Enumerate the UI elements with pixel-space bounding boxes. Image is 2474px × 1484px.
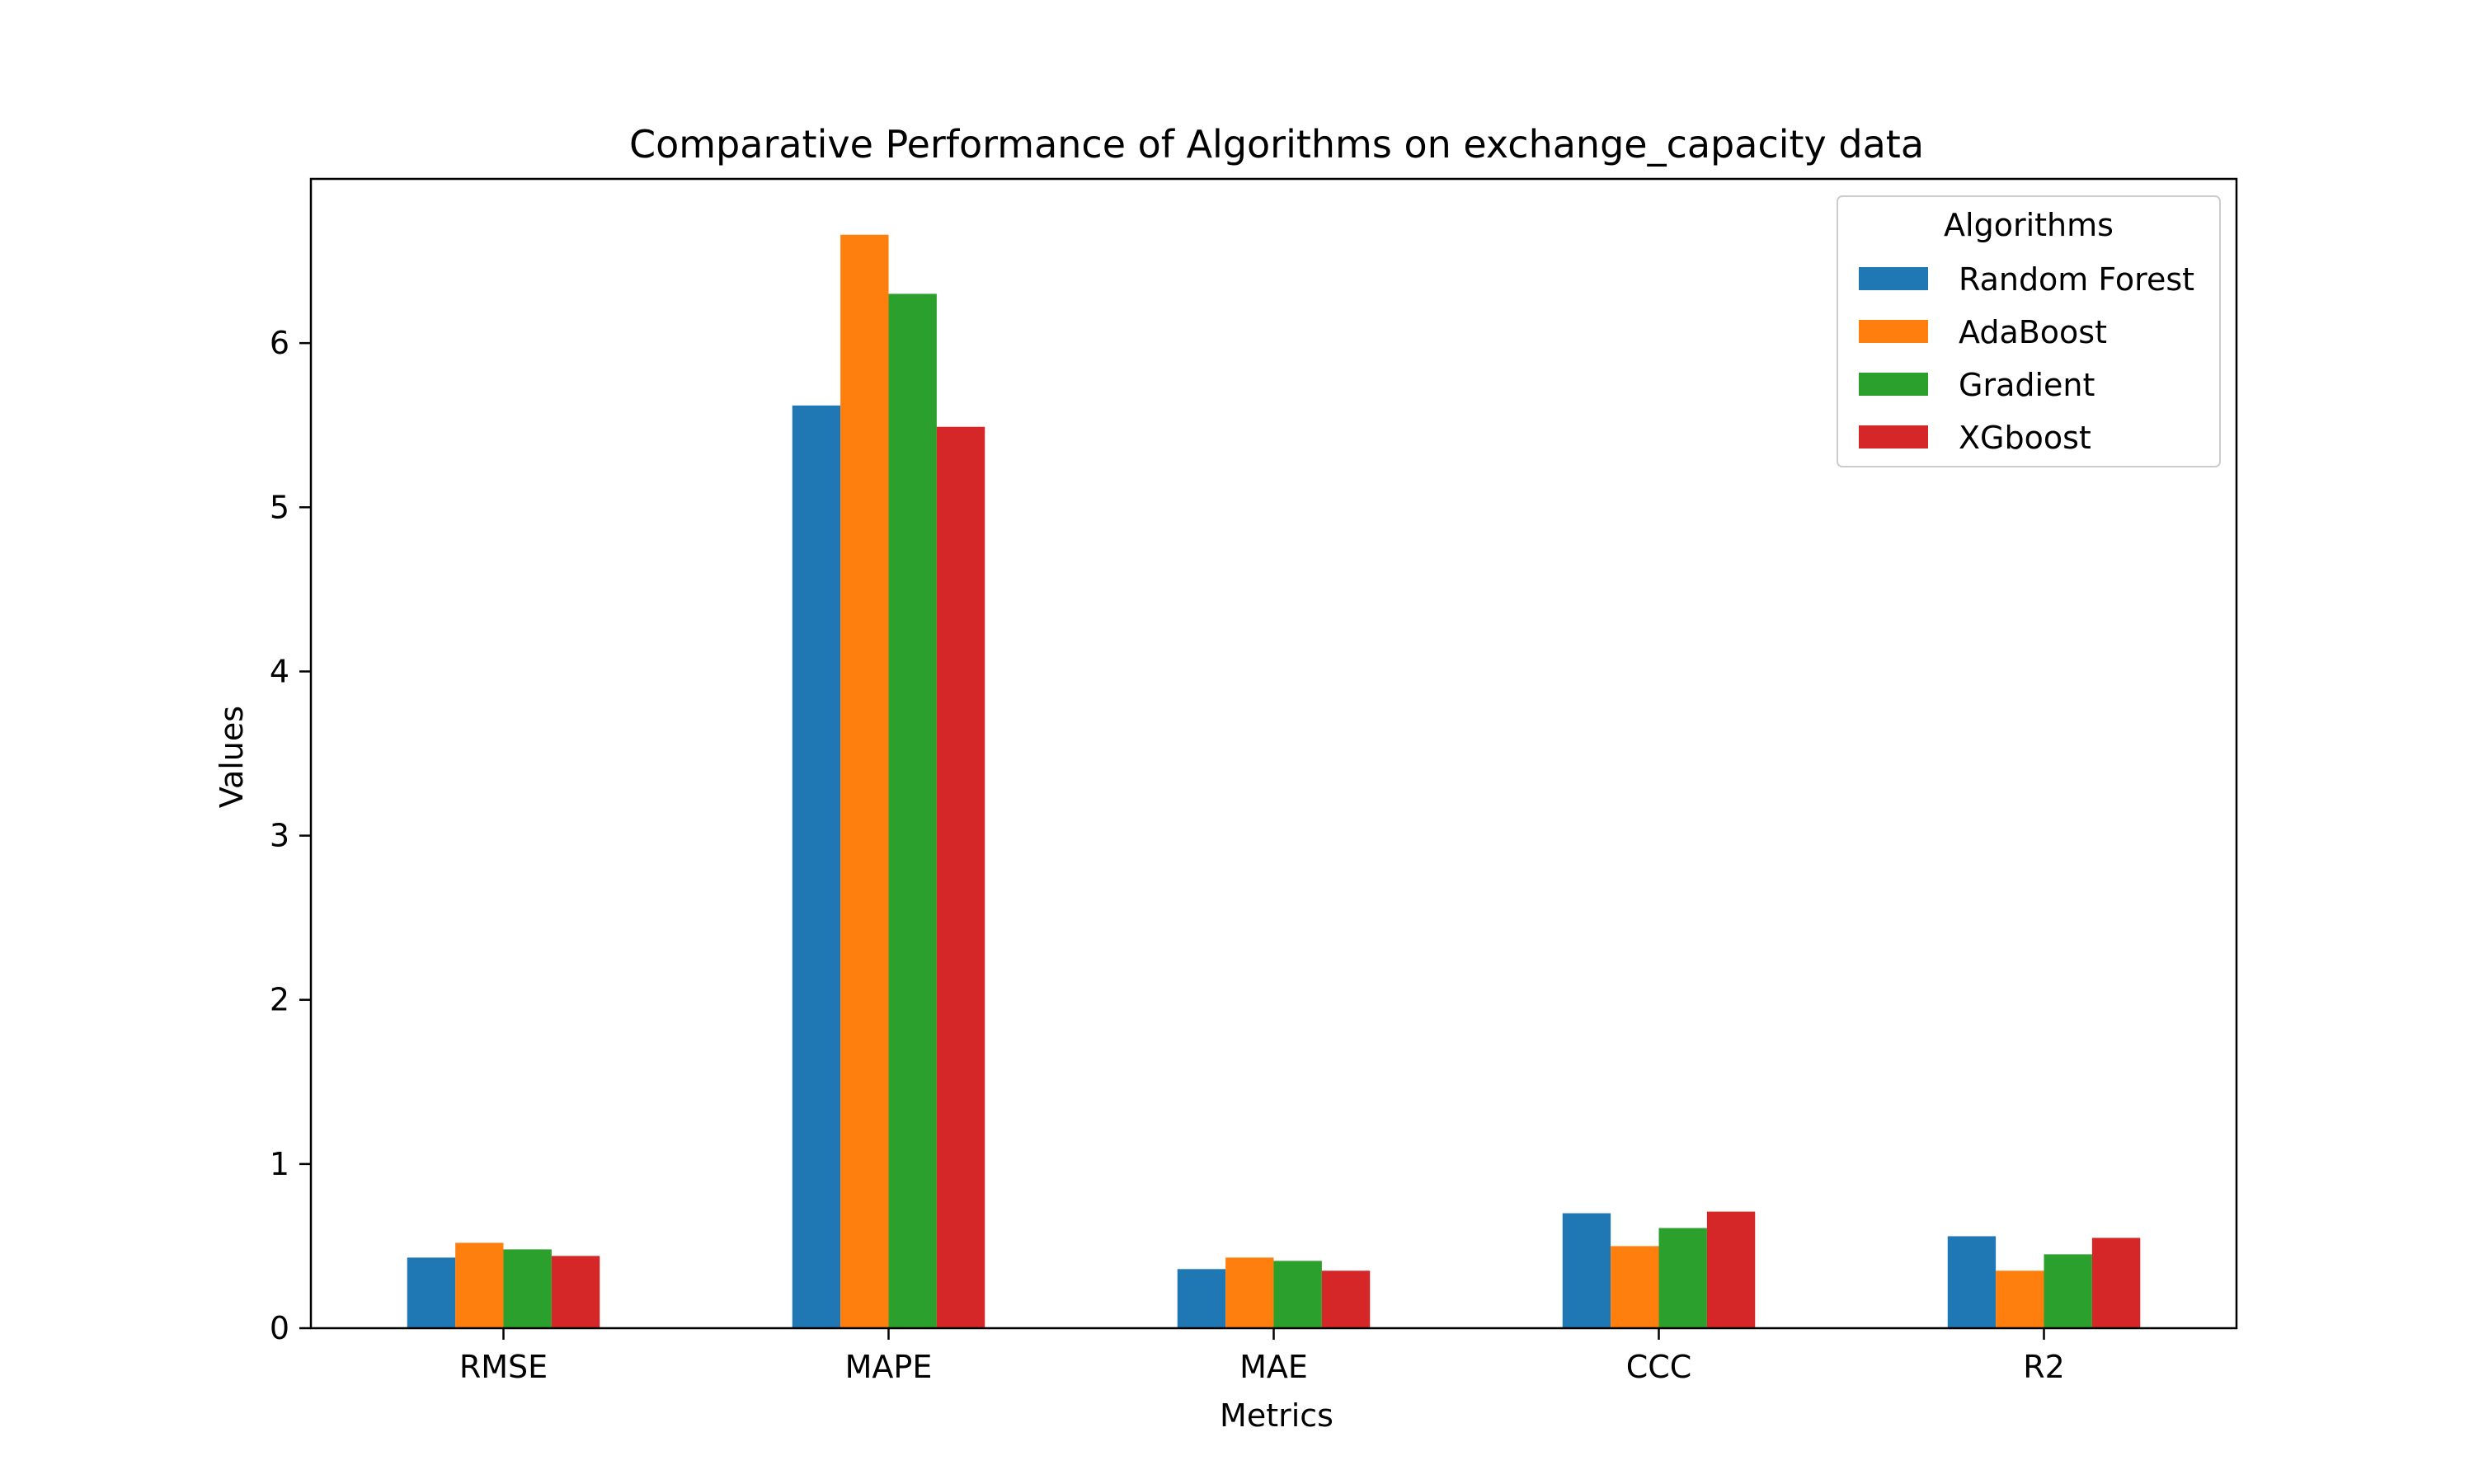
x-tick-label: R2 [2023,1349,2065,1385]
bar-xgboost-mape [936,426,985,1328]
x-tick-label: RMSE [459,1349,548,1385]
bar-adaboost-rmse [455,1242,504,1328]
y-tick-label: 6 [270,325,289,361]
y-axis: 0 1 2 3 4 5 6 [270,325,311,1346]
bar-gradient-ccc [1658,1228,1707,1328]
bar-random-forest-mape [792,405,841,1328]
y-axis-title: Values [214,706,250,808]
x-tick-label: CCC [1626,1349,1692,1385]
legend-box [1837,195,2221,467]
x-axis-title: Metrics [1220,1397,1333,1434]
bar-gradient-rmse [503,1249,552,1328]
legend: Algorithms Random Forest AdaBoost Gradient… [1837,195,2221,467]
bar-random-forest-ccc [1562,1213,1611,1328]
legend-label: XGboost [1959,420,2091,456]
y-tick-label: 3 [270,818,289,854]
bar-xgboost-ccc [1706,1211,1756,1328]
legend-label: Gradient [1959,367,2095,403]
y-tick-label: 5 [270,489,289,525]
legend-label: Random Forest [1959,261,2194,298]
bar-gradient-r2 [2044,1254,2092,1328]
bar-random-forest-mae [1177,1269,1226,1328]
y-tick-label: 2 [270,982,289,1018]
legend-label: AdaBoost [1959,314,2107,350]
legend-swatch [1859,373,1928,396]
y-tick-label: 1 [270,1146,289,1182]
bar-adaboost-mape [840,234,889,1329]
y-tick-label: 0 [270,1310,289,1346]
bars-layer [407,234,2141,1329]
legend-items: Random Forest AdaBoost Gradient XGboost [1859,261,2194,456]
chart-title: Comparative Performance of Algorithms on… [629,122,1924,167]
bar-random-forest-rmse [407,1257,456,1328]
bar-xgboost-r2 [2091,1237,2141,1328]
bar-adaboost-mae [1225,1257,1274,1328]
bar-adaboost-r2 [1996,1270,2044,1328]
legend-swatch [1859,320,1928,343]
legend-swatch [1859,425,1928,448]
bar-random-forest-r2 [1947,1236,1997,1328]
bar-adaboost-ccc [1611,1246,1659,1328]
legend-swatch [1859,267,1928,290]
legend-title: Algorithms [1944,207,2114,243]
y-tick-label: 4 [270,653,289,689]
bar-xgboost-mae [1321,1270,1371,1328]
x-axis: RMSE MAPE MAE CCC R2 [459,1328,2065,1385]
x-tick-label: MAPE [845,1349,933,1385]
x-tick-label: MAE [1239,1349,1308,1385]
bar-gradient-mape [888,294,937,1328]
bar-gradient-mae [1273,1261,1322,1328]
bar-xgboost-rmse [551,1256,600,1328]
